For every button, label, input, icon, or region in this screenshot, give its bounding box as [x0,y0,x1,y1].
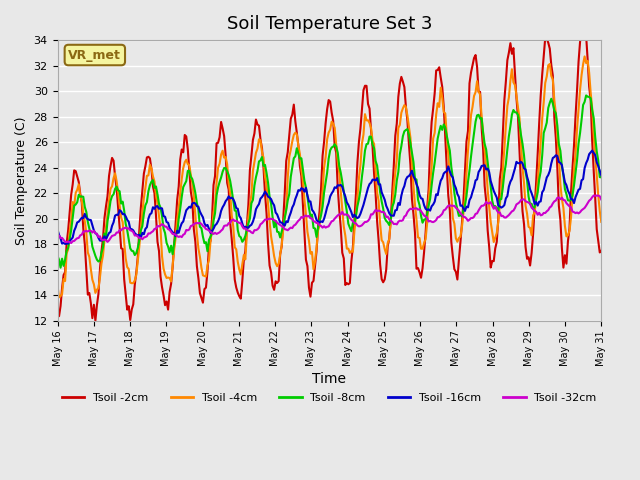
Tsoil -16cm [122,214,129,219]
Line: Tsoil -16cm: Tsoil -16cm [58,151,601,244]
Tsoil -2cm [236,293,243,299]
Tsoil -16cm [61,241,69,247]
Title: Soil Temperature Set 3: Soil Temperature Set 3 [227,15,432,33]
Tsoil -32cm [597,196,605,202]
Tsoil -8cm [57,265,65,271]
Tsoil -2cm [579,20,587,25]
Legend: Tsoil -2cm, Tsoil -4cm, Tsoil -8cm, Tsoil -16cm, Tsoil -32cm: Tsoil -2cm, Tsoil -4cm, Tsoil -8cm, Tsoi… [58,388,601,407]
Tsoil -8cm [217,175,225,180]
Tsoil -32cm [244,228,252,234]
Tsoil -4cm [217,152,225,157]
Tsoil -2cm [569,165,577,171]
Tsoil -8cm [597,174,605,180]
Tsoil -8cm [122,221,129,227]
Tsoil -16cm [54,227,61,233]
Tsoil -2cm [244,202,252,207]
Tsoil -16cm [236,213,243,219]
Tsoil -32cm [569,209,577,215]
Tsoil -2cm [597,248,605,253]
Tsoil -2cm [293,130,301,136]
Tsoil -4cm [580,54,588,60]
Tsoil -16cm [217,208,225,214]
Tsoil -4cm [236,267,243,273]
Tsoil -16cm [244,225,252,230]
Tsoil -8cm [293,145,301,151]
Tsoil -16cm [588,148,596,154]
Tsoil -8cm [569,192,577,198]
Line: Tsoil -4cm: Tsoil -4cm [58,57,601,297]
Tsoil -4cm [122,256,129,262]
Tsoil -32cm [122,225,129,230]
Tsoil -8cm [236,233,243,239]
Tsoil -16cm [293,192,301,198]
Tsoil -4cm [54,283,61,289]
Tsoil -2cm [122,291,129,297]
Tsoil -8cm [54,253,61,259]
Tsoil -8cm [582,93,590,98]
Line: Tsoil -32cm: Tsoil -32cm [58,195,601,243]
X-axis label: Time: Time [312,372,346,386]
Line: Tsoil -8cm: Tsoil -8cm [58,96,601,268]
Tsoil -4cm [244,215,252,220]
Tsoil -2cm [54,309,61,315]
Tsoil -16cm [597,172,605,178]
Line: Tsoil -2cm: Tsoil -2cm [58,23,601,321]
Tsoil -2cm [217,119,225,125]
Tsoil -4cm [293,132,301,137]
Tsoil -32cm [236,220,243,226]
Tsoil -4cm [597,219,605,225]
Tsoil -32cm [217,228,225,234]
Tsoil -32cm [54,232,61,238]
Tsoil -32cm [293,220,301,226]
Tsoil -8cm [244,220,252,226]
Tsoil -16cm [569,196,577,202]
Text: VR_met: VR_met [68,48,121,61]
Tsoil -32cm [590,192,598,198]
Tsoil -4cm [55,294,63,300]
Tsoil -2cm [92,318,99,324]
Tsoil -32cm [67,240,75,246]
Y-axis label: Soil Temperature (C): Soil Temperature (C) [15,116,28,245]
Tsoil -4cm [569,192,577,198]
